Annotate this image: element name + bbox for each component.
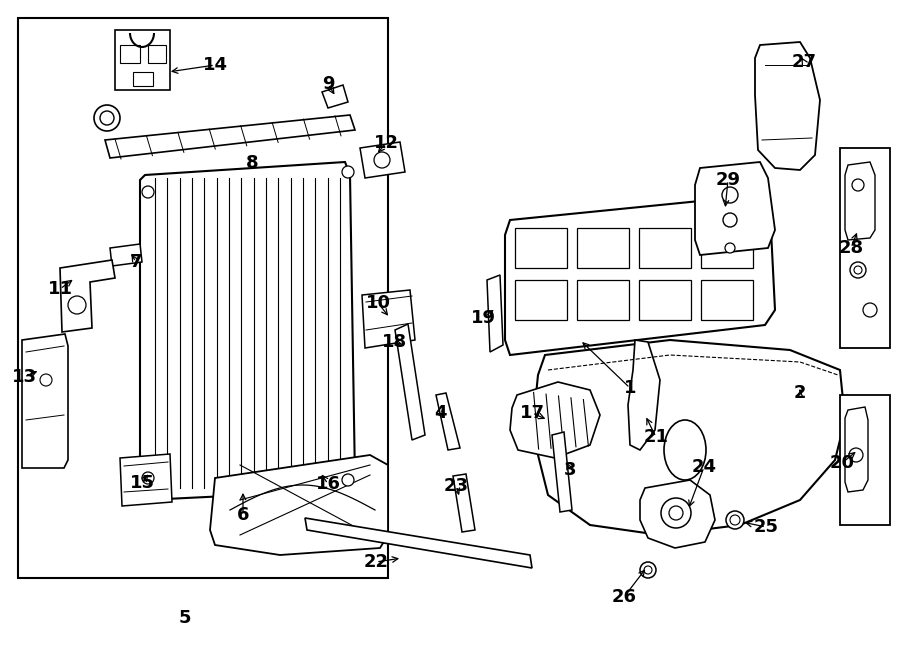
Circle shape [726, 511, 744, 529]
Ellipse shape [664, 420, 706, 480]
Polygon shape [640, 480, 715, 548]
Circle shape [644, 566, 652, 574]
Polygon shape [115, 30, 170, 90]
Polygon shape [487, 275, 503, 352]
Circle shape [849, 448, 863, 462]
Bar [701, 228, 753, 268]
Text: 20: 20 [830, 454, 854, 472]
Text: 21: 21 [644, 428, 669, 446]
Bar [18, 18, 388, 578]
Circle shape [669, 506, 683, 520]
Text: 18: 18 [382, 333, 407, 351]
Text: 25: 25 [753, 518, 778, 536]
Text: 19: 19 [471, 309, 496, 327]
Text: 2: 2 [794, 384, 806, 402]
Polygon shape [60, 260, 115, 332]
Circle shape [68, 296, 86, 314]
Text: 27: 27 [791, 53, 816, 71]
Polygon shape [120, 454, 172, 506]
Text: 5: 5 [179, 609, 191, 627]
Polygon shape [322, 85, 348, 108]
Polygon shape [755, 42, 820, 170]
Polygon shape [110, 244, 142, 266]
Text: 4: 4 [434, 404, 446, 422]
Circle shape [94, 105, 120, 131]
Polygon shape [845, 162, 875, 240]
Text: 23: 23 [444, 477, 469, 495]
Text: 7: 7 [130, 253, 142, 271]
Bar [639, 280, 691, 320]
Bar [840, 395, 890, 525]
Circle shape [374, 152, 390, 168]
Text: 17: 17 [519, 404, 544, 422]
Circle shape [730, 515, 740, 525]
Polygon shape [510, 382, 600, 458]
Circle shape [850, 262, 866, 278]
Polygon shape [362, 290, 415, 348]
Bar [120, 45, 140, 63]
Text: 14: 14 [202, 56, 228, 74]
Polygon shape [395, 324, 425, 440]
Text: 16: 16 [316, 475, 340, 493]
Circle shape [40, 374, 52, 386]
Circle shape [342, 166, 354, 178]
Bar [577, 280, 629, 320]
Bar [840, 148, 890, 348]
Text: 28: 28 [839, 239, 864, 257]
Polygon shape [535, 340, 845, 535]
Bar [577, 228, 629, 268]
Polygon shape [436, 393, 460, 450]
Bar [701, 280, 753, 320]
Polygon shape [628, 340, 660, 450]
Circle shape [723, 213, 737, 227]
Text: 15: 15 [130, 474, 155, 492]
Polygon shape [360, 142, 405, 178]
Bar [515, 228, 567, 268]
Circle shape [722, 187, 738, 203]
Polygon shape [552, 432, 572, 512]
Text: 6: 6 [237, 506, 249, 524]
Circle shape [852, 179, 864, 191]
Circle shape [640, 562, 656, 578]
Polygon shape [453, 474, 475, 532]
Polygon shape [140, 162, 355, 500]
Polygon shape [22, 334, 68, 468]
Circle shape [142, 186, 154, 198]
Polygon shape [695, 162, 775, 255]
Polygon shape [105, 115, 355, 158]
Circle shape [854, 266, 862, 274]
Bar [133, 72, 153, 86]
Text: 1: 1 [624, 379, 636, 397]
Text: 10: 10 [365, 294, 391, 312]
Bar [639, 228, 691, 268]
Polygon shape [505, 195, 775, 355]
Text: 3: 3 [563, 461, 576, 479]
Circle shape [661, 498, 691, 528]
Circle shape [725, 243, 735, 253]
Polygon shape [845, 407, 868, 492]
Polygon shape [305, 518, 532, 568]
Bar [515, 280, 567, 320]
Circle shape [142, 472, 154, 484]
Circle shape [342, 474, 354, 486]
Text: 11: 11 [48, 280, 73, 298]
Text: 9: 9 [322, 75, 334, 93]
Text: 13: 13 [12, 368, 37, 386]
Text: 29: 29 [716, 171, 741, 189]
Polygon shape [210, 455, 388, 555]
Bar [148, 45, 166, 63]
Circle shape [100, 111, 114, 125]
Text: 24: 24 [691, 458, 716, 476]
Text: 12: 12 [374, 134, 399, 152]
Text: 22: 22 [364, 553, 389, 571]
Circle shape [863, 303, 877, 317]
Text: 8: 8 [246, 154, 258, 172]
Text: 26: 26 [611, 588, 636, 606]
